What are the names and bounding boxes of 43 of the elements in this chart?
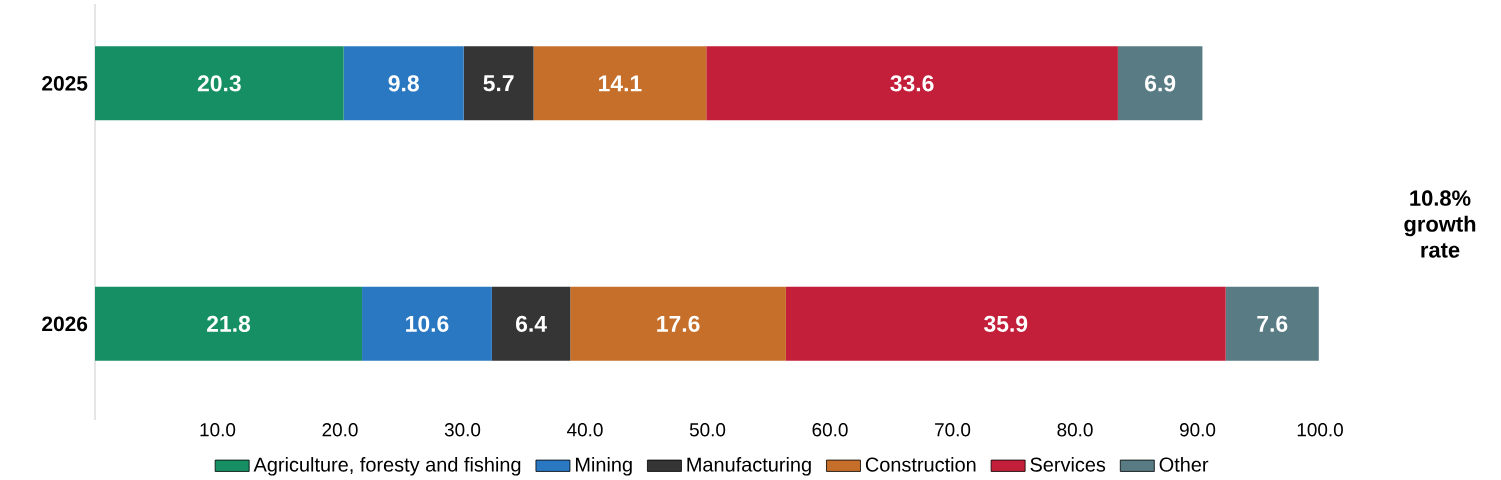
data-label: 35.9 (984, 315, 1028, 332)
text: 10.8% growth rate (1404, 190, 1476, 258)
bar (491, 286, 571, 361)
x-tick-label: 100.0 (1297, 423, 1343, 437)
x-tick-label: 80.0 (1057, 423, 1093, 437)
bar (1117, 46, 1203, 121)
bar (343, 46, 464, 121)
bar (533, 46, 707, 121)
x-tick-label: 50.0 (689, 423, 726, 437)
x-tick-label: 20.0 (322, 423, 358, 437)
data-label: 21.8 (207, 315, 251, 332)
bar (95, 46, 344, 121)
x-tick-label: 90.0 (1179, 423, 1216, 437)
data-label: 9.8 (388, 75, 419, 92)
data-label: 33.6 (890, 75, 934, 92)
x-tick-label: 40.0 (567, 423, 603, 437)
bar (95, 286, 363, 361)
legend-label: Manufacturing (687, 457, 811, 476)
data-label: 14.1 (599, 75, 642, 92)
data-label: 6.4 (516, 315, 547, 332)
data-label: 6.9 (1145, 75, 1176, 92)
data-label: 5.7 (483, 75, 514, 92)
y-tick-label: 2026 (42, 316, 88, 332)
x-tick-label: 70.0 (935, 423, 971, 437)
x-tick-label: 60.0 (812, 423, 848, 437)
x-tick-label: 30.0 (444, 423, 481, 437)
x-tick-label: 10.0 (200, 423, 236, 437)
bar (570, 286, 786, 361)
bar (362, 286, 492, 361)
data-label: 20.3 (197, 75, 241, 92)
legend-label: Construction (865, 457, 976, 472)
data-label: 17.6 (657, 315, 700, 332)
legend-label: Mining (575, 457, 632, 476)
bar (706, 46, 1118, 121)
y-tick-label: 2025 (42, 75, 88, 91)
bar (463, 46, 534, 121)
legend-label: Agriculture, foresty and fishing (253, 457, 521, 476)
data-label: 10.6 (406, 315, 449, 332)
legend-label: Services (1030, 457, 1106, 472)
bar (1225, 286, 1319, 361)
bar (785, 286, 1226, 361)
data-label: 7.6 (1257, 315, 1288, 332)
legend-label: Other (1159, 457, 1209, 472)
